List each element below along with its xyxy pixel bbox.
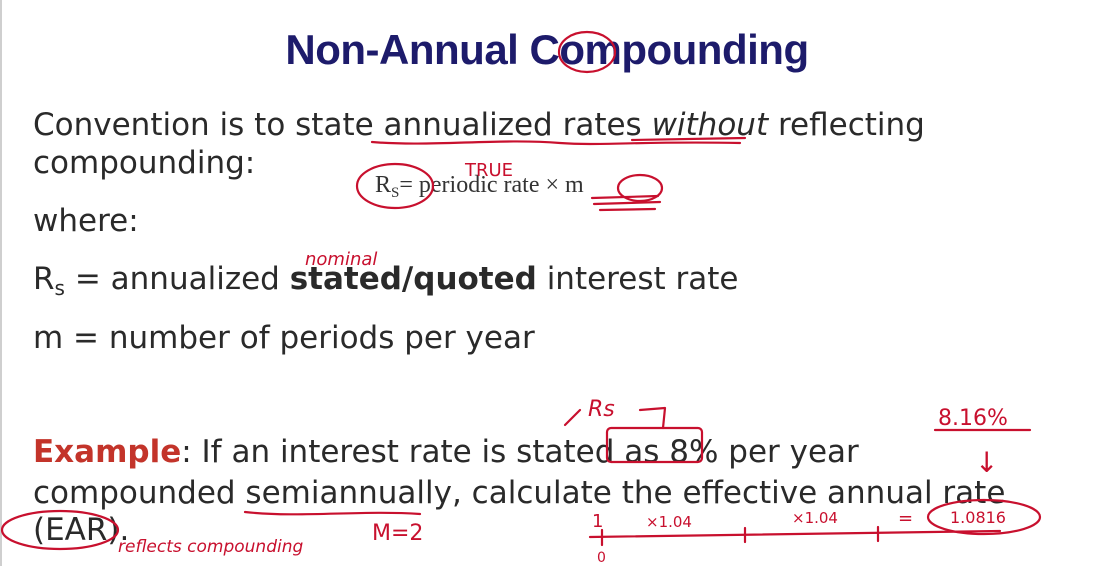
- def-r: R: [33, 261, 55, 297]
- definition-rs: Rs = annualized stated/quoted interest r…: [33, 261, 739, 300]
- without-word: without: [651, 107, 769, 143]
- circle-m: [616, 173, 664, 203]
- annualized-word: annualized: [383, 107, 553, 143]
- underline-semiannually: [243, 510, 422, 516]
- note-ear-value: 8.16%: [938, 406, 1008, 431]
- timeline-axis: [588, 529, 1002, 539]
- left-border: [0, 0, 2, 566]
- note-rs: Rs: [588, 397, 615, 422]
- convention-pre: Convention is to state: [33, 107, 384, 143]
- where-label: where:: [33, 203, 139, 239]
- example-line-2: compounded semiannually, calculate the e…: [33, 475, 1006, 511]
- timeline-mult-1: ×1.04: [646, 513, 692, 531]
- timeline-zero: 0: [597, 550, 606, 566]
- rs-arrow-right: [638, 406, 667, 430]
- convention-line: Convention is to state annualized rates …: [33, 107, 925, 143]
- example-label: Example: [33, 434, 182, 470]
- formula-rest: = periodic rate × m: [399, 172, 584, 198]
- def-post: interest rate: [536, 261, 739, 297]
- timeline-equals: =: [898, 508, 913, 529]
- underline-m-1: [590, 194, 660, 200]
- note-reflects: reflects compounding: [118, 537, 303, 557]
- definition-m: m = number of periods per year: [33, 320, 535, 356]
- slide-title: Non-Annual Compounding: [285, 26, 809, 73]
- example-line-1: Example: If an interest rate is stated a…: [33, 434, 859, 470]
- example-line-3: (EAR).: [33, 512, 130, 548]
- timeline-one: 1: [592, 511, 603, 532]
- formula-r: R: [375, 172, 392, 198]
- convention-post: reflecting: [768, 107, 925, 143]
- example-text-1: : If an interest rate is stated as 8% pe…: [181, 434, 859, 470]
- rs-arrow-left: [563, 408, 582, 427]
- stated-rate-formula: RS= periodic rate × m: [375, 172, 584, 201]
- def-bold-term: stated/quoted: [289, 261, 537, 297]
- timeline-mult-2: ×1.04: [792, 509, 838, 527]
- formula-subscript: S: [391, 185, 400, 201]
- def-subscript: s: [54, 276, 65, 300]
- underline-m-2: [592, 200, 662, 206]
- note-m-equals-2: M=2: [372, 521, 423, 546]
- convention-mid: rates: [552, 107, 652, 143]
- def-pre: = annualized: [64, 261, 290, 297]
- compounding-line: compounding:: [33, 145, 256, 181]
- underline-m-3: [598, 207, 657, 212]
